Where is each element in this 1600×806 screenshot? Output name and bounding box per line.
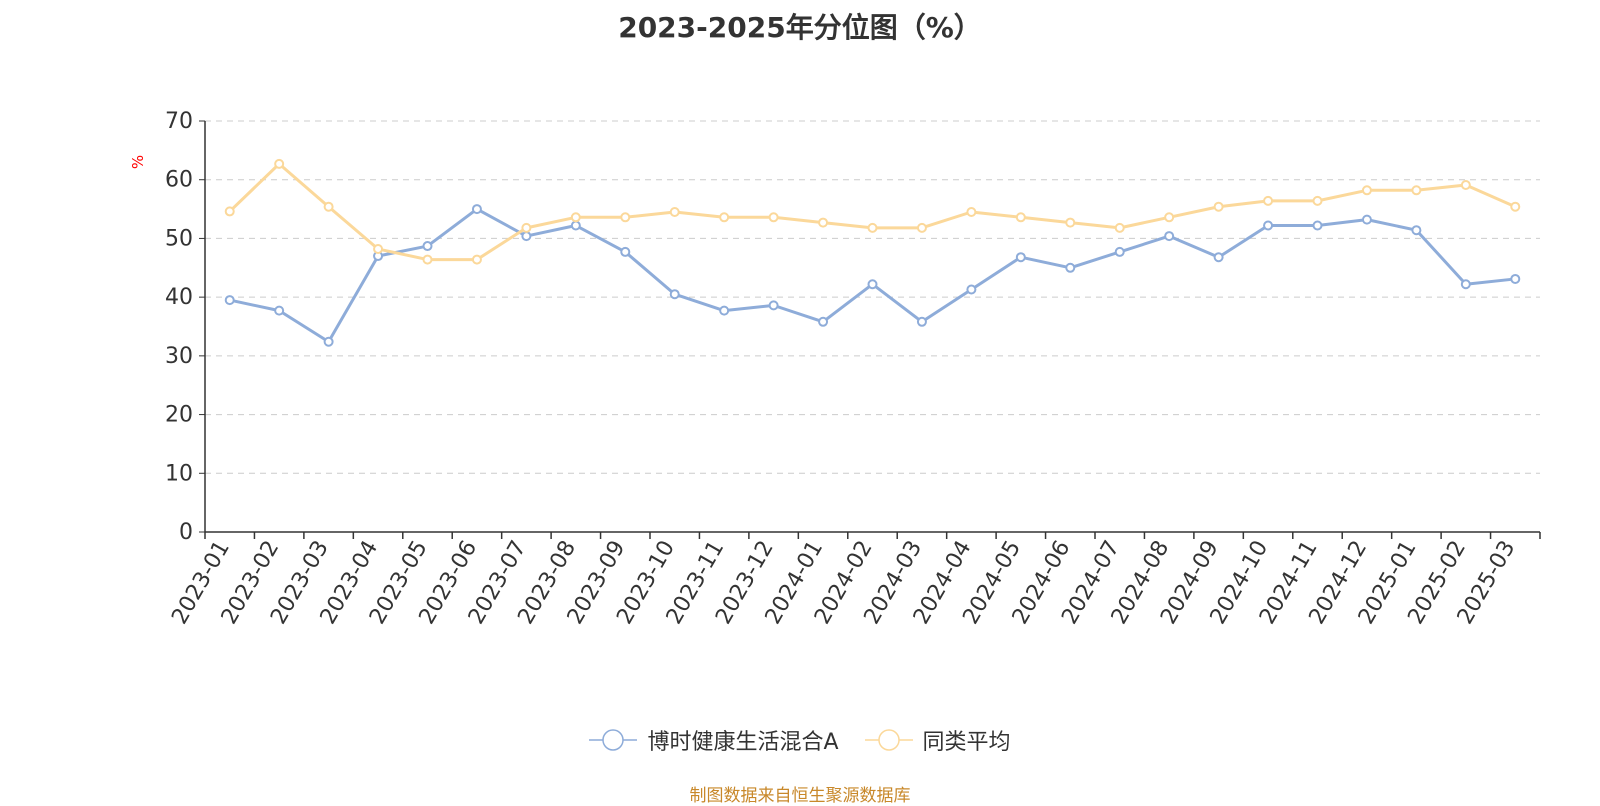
data-point[interactable] [1312, 220, 1323, 231]
data-point[interactable] [620, 246, 631, 257]
data-point[interactable] [1263, 220, 1274, 231]
data-point[interactable] [570, 220, 581, 231]
data-point[interactable] [274, 305, 285, 316]
data-point[interactable] [966, 284, 977, 295]
data-point[interactable] [1510, 273, 1521, 284]
data-point[interactable] [521, 222, 532, 233]
data-point[interactable] [719, 212, 730, 223]
y-tick-label: 60 [165, 168, 193, 193]
chart-title: 2023-2025年分位图（%） [618, 11, 982, 44]
legend-item-series-1[interactable]: 博时健康生活混合A [589, 724, 839, 756]
data-point[interactable] [916, 316, 927, 327]
series-1 [224, 204, 1521, 347]
data-point[interactable] [768, 300, 779, 311]
series-2 [224, 158, 1521, 265]
data-point[interactable] [867, 222, 878, 233]
legend-label-series-1: 博时健康生活混合A [647, 730, 839, 755]
data-point[interactable] [422, 254, 433, 265]
y-tick-label: 20 [165, 403, 193, 428]
data-point[interactable] [620, 212, 631, 223]
data-point[interactable] [1114, 222, 1125, 233]
data-point[interactable] [274, 158, 285, 169]
data-point[interactable] [1460, 179, 1471, 190]
data-point[interactable] [1460, 279, 1471, 290]
legend-marker-series-2 [864, 729, 913, 751]
data-point[interactable] [521, 231, 532, 242]
data-point[interactable] [422, 241, 433, 252]
data-point[interactable] [818, 316, 829, 327]
data-point[interactable] [1015, 252, 1026, 263]
data-point[interactable] [1411, 185, 1422, 196]
data-point[interactable] [1164, 231, 1175, 242]
data-point[interactable] [966, 207, 977, 218]
legend: 博时健康生活混合A 同类平均 [0, 724, 1600, 756]
axes: 010203040506070%2023-012023-022023-03202… [129, 109, 1541, 629]
data-point[interactable] [323, 201, 334, 212]
data-point[interactable] [768, 212, 779, 223]
data-point[interactable] [719, 305, 730, 316]
data-point[interactable] [1114, 246, 1125, 257]
legend-marker-series-1 [589, 729, 638, 751]
data-point[interactable] [1065, 217, 1076, 228]
y-tick-label: 0 [179, 520, 193, 545]
grid-lines [205, 120, 1540, 474]
source-note: 制图数据来自恒生聚源数据库 [689, 786, 911, 806]
y-tick-label: 50 [165, 226, 193, 251]
data-point[interactable] [1510, 201, 1521, 212]
data-point[interactable] [471, 204, 482, 215]
y-axis-unit-label: % [129, 155, 147, 169]
data-point[interactable] [224, 206, 235, 217]
series-layer [224, 158, 1521, 347]
series-line [228, 162, 1516, 262]
data-point[interactable] [818, 217, 829, 228]
data-point[interactable] [916, 222, 927, 233]
data-point[interactable] [1164, 212, 1175, 223]
data-point[interactable] [1361, 185, 1372, 196]
y-tick-label: 30 [165, 344, 193, 369]
data-point[interactable] [570, 212, 581, 223]
data-point[interactable] [373, 243, 384, 254]
line-chart: 010203040506070%2023-012023-022023-03202… [129, 109, 1541, 629]
data-point[interactable] [669, 207, 680, 218]
y-tick-label: 10 [165, 461, 193, 486]
data-point[interactable] [867, 279, 878, 290]
data-point[interactable] [1213, 201, 1224, 212]
legend-label-series-2: 同类平均 [922, 730, 1011, 755]
data-point[interactable] [1263, 195, 1274, 206]
data-point[interactable] [1361, 214, 1372, 225]
data-point[interactable] [224, 295, 235, 306]
data-point[interactable] [669, 289, 680, 300]
data-point[interactable] [323, 336, 334, 347]
data-point[interactable] [1015, 212, 1026, 223]
legend-item-series-2[interactable]: 同类平均 [864, 724, 1011, 756]
data-point[interactable] [1213, 252, 1224, 263]
data-point[interactable] [471, 254, 482, 265]
y-tick-label: 40 [165, 285, 193, 310]
y-tick-label: 70 [165, 109, 193, 134]
data-point[interactable] [1411, 225, 1422, 236]
data-point[interactable] [1065, 262, 1076, 273]
data-point[interactable] [1312, 195, 1323, 206]
